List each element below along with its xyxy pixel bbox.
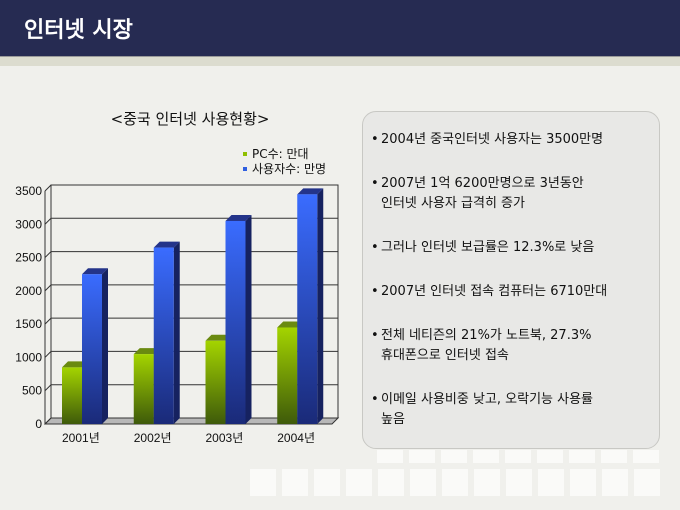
bar-users-1 xyxy=(153,247,174,424)
bullet-text: 2007년 1억 6200만명으로 3년동안 xyxy=(381,176,584,191)
decorative-square xyxy=(474,469,500,496)
y-tick-label: 3500 xyxy=(15,184,42,198)
decorative-square xyxy=(314,469,340,496)
legend-label: PC수: 만대 xyxy=(252,147,309,161)
bullet-text: 그러나 인터넷 보급률은 12.3%로 낮음 xyxy=(381,240,595,255)
bar-chart: 0 500 1000 1500 2000 2500 3000 3500 2001년 2002년 20… xyxy=(15,147,340,445)
bullet-item: • 전체 네티즌의 21%가 노트북, 27.3% 휴대폰으로 인터넷 접속 xyxy=(371,326,591,366)
bar-top xyxy=(297,188,324,195)
bullet-icon: • xyxy=(371,176,379,191)
y-tick-label: 1000 xyxy=(15,350,42,364)
x-tick-label: 2002년 xyxy=(134,431,172,445)
bullet-text: 휴대폰으로 인터넷 접속 xyxy=(381,348,509,363)
x-tick-label: 2001년 xyxy=(62,431,100,445)
bar-top xyxy=(277,321,304,328)
bar-top xyxy=(205,334,232,341)
slide-header: 인터넷 시장 xyxy=(0,0,680,56)
decorative-square xyxy=(441,450,467,463)
decorative-square xyxy=(377,450,403,463)
bar-top xyxy=(225,214,252,221)
decorative-square xyxy=(537,450,563,463)
decorative-square xyxy=(538,469,564,496)
decorative-square xyxy=(282,469,308,496)
bar-side xyxy=(173,241,180,424)
decorative-square xyxy=(505,450,531,463)
y-tick-label: 2000 xyxy=(15,284,42,298)
bullet-item: • 2007년 인터넷 접속 컴퓨터는 6710만대 xyxy=(371,282,607,302)
bullet-item: • 그러나 인터넷 보급률은 12.3%로 낮음 xyxy=(371,238,594,258)
bar-users-0 xyxy=(82,274,102,424)
bar-top xyxy=(62,361,88,368)
bar-pc-3 xyxy=(277,327,298,424)
bar-top xyxy=(153,241,180,248)
y-tick-label: 2500 xyxy=(15,251,42,265)
decorative-square xyxy=(346,469,372,496)
legend-label: 사용자수: 만명 xyxy=(252,162,326,176)
header-divider xyxy=(0,56,680,57)
bullet-icon: • xyxy=(371,392,379,407)
y-tick-label: 500 xyxy=(22,384,42,398)
header-band xyxy=(0,57,680,66)
bar-side xyxy=(317,188,324,424)
info-panel: • 2004년 중국인터넷 사용자는 3500만명 • 2007년 1억 6200만명… xyxy=(362,111,660,449)
bar-top xyxy=(82,268,108,275)
y-tick-label: 0 xyxy=(35,417,42,431)
bullet-text: 2007년 인터넷 접속 컴퓨터는 6710만대 xyxy=(381,284,608,299)
bullet-text: 이메일 사용비중 낮고, 오락기능 사용률 xyxy=(381,392,594,407)
decorative-square xyxy=(409,450,435,463)
decorative-square xyxy=(570,469,596,496)
decorative-square xyxy=(442,469,468,496)
decorative-square xyxy=(506,469,532,496)
bullet-icon: • xyxy=(371,132,379,147)
bullet-item: • 2004년 중국인터넷 사용자는 3500만명 xyxy=(371,130,603,150)
legend-swatch xyxy=(243,152,247,156)
x-tick-label: 2003년 xyxy=(206,431,244,445)
bar-side xyxy=(102,268,108,424)
bar-users-3 xyxy=(297,194,318,424)
bullet-text: 인터넷 사용자 급격히 증가 xyxy=(381,196,525,211)
bar-users-2 xyxy=(225,220,246,424)
decorative-square xyxy=(410,469,436,496)
bullet-text: 2004년 중국인터넷 사용자는 3500만명 xyxy=(381,132,604,147)
bullet-icon: • xyxy=(371,328,379,343)
bar-pc-1 xyxy=(133,354,154,424)
bar-pc-0 xyxy=(62,367,82,424)
chart-title: <중국 인터넷 사용현황> xyxy=(110,110,270,128)
bar-pc-2 xyxy=(205,340,226,424)
y-tick-label: 1500 xyxy=(15,317,42,331)
decorative-square xyxy=(602,469,628,496)
y-tick-label: 3000 xyxy=(15,217,42,231)
decorative-square xyxy=(633,450,659,463)
decorative-square xyxy=(378,469,404,496)
legend-swatch xyxy=(243,167,247,171)
bullet-text: 전체 네티즌의 21%가 노트북, 27.3% xyxy=(381,328,592,343)
decorative-square xyxy=(250,469,276,496)
bar-top xyxy=(133,348,160,355)
x-tick-label: 2004년 xyxy=(277,431,315,445)
slide-title: 인터넷 시장 xyxy=(24,18,133,43)
bullet-text: 높음 xyxy=(381,412,405,427)
bar-side xyxy=(245,214,252,424)
gridline xyxy=(44,184,338,192)
decorative-square xyxy=(569,450,595,463)
decorative-square xyxy=(634,469,660,496)
decorative-square xyxy=(473,450,499,463)
decorative-square xyxy=(601,450,627,463)
bullet-icon: • xyxy=(371,240,379,255)
bullet-icon: • xyxy=(371,284,379,299)
